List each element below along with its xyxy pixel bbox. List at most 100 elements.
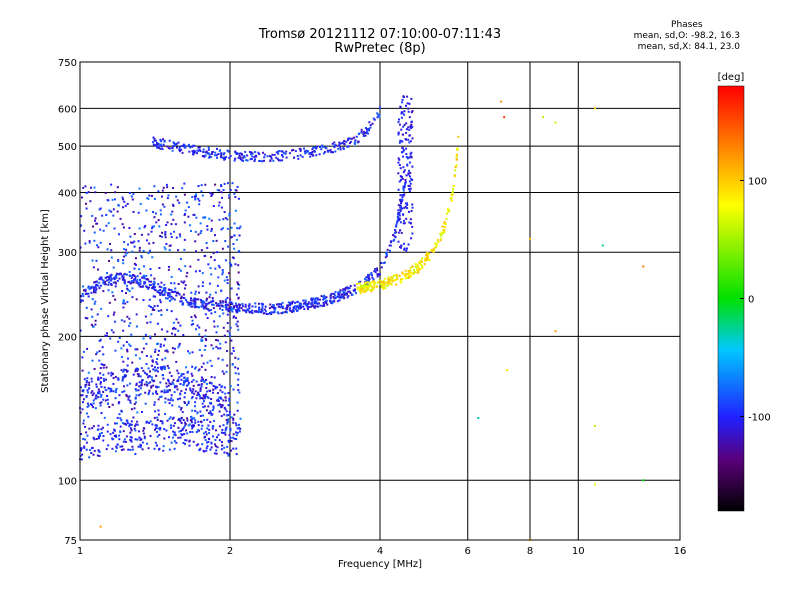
data-point xyxy=(159,381,162,384)
data-point xyxy=(129,322,132,325)
data-point xyxy=(389,278,392,281)
data-point xyxy=(371,281,374,284)
data-point xyxy=(224,408,227,411)
data-point xyxy=(189,301,192,304)
data-point xyxy=(178,293,181,296)
data-point xyxy=(118,394,121,397)
data-point xyxy=(179,235,182,238)
data-point xyxy=(123,282,126,285)
data-point xyxy=(194,366,197,369)
data-point xyxy=(163,293,166,296)
data-point xyxy=(99,366,102,369)
data-point xyxy=(258,306,261,309)
data-point xyxy=(190,380,193,383)
data-point xyxy=(121,445,124,448)
data-point xyxy=(402,166,405,169)
data-point xyxy=(329,293,332,296)
data-point xyxy=(226,422,229,425)
data-point xyxy=(114,298,117,301)
data-point xyxy=(95,280,98,283)
data-point xyxy=(205,433,208,436)
data-point xyxy=(193,303,196,306)
data-point xyxy=(237,303,240,306)
data-point xyxy=(166,308,169,311)
data-point xyxy=(380,284,383,287)
data-point xyxy=(378,113,381,116)
data-point xyxy=(173,282,176,285)
data-point xyxy=(179,417,182,420)
data-point xyxy=(109,337,112,340)
data-point xyxy=(440,234,443,237)
data-point xyxy=(218,315,221,318)
data-point xyxy=(231,308,234,311)
data-point xyxy=(218,201,221,204)
data-point xyxy=(178,344,181,347)
data-point xyxy=(398,180,401,183)
data-point xyxy=(105,332,108,335)
data-point xyxy=(155,142,158,145)
data-point xyxy=(91,394,94,397)
data-point xyxy=(122,448,125,451)
data-point xyxy=(138,284,141,287)
data-point xyxy=(364,282,367,285)
data-point xyxy=(210,413,213,416)
data-point xyxy=(145,354,148,357)
data-point xyxy=(120,409,123,412)
data-point xyxy=(147,197,150,200)
data-point xyxy=(138,357,141,360)
data-point xyxy=(155,444,158,447)
data-point xyxy=(234,372,237,375)
data-point xyxy=(414,271,417,274)
data-point xyxy=(168,147,171,150)
data-point xyxy=(139,272,142,275)
data-point xyxy=(204,302,207,305)
data-point xyxy=(240,307,243,310)
data-point xyxy=(261,309,264,312)
data-point xyxy=(201,301,204,304)
data-point xyxy=(172,416,175,419)
data-point xyxy=(216,189,219,192)
data-point xyxy=(407,110,410,113)
data-point xyxy=(366,285,369,288)
data-point xyxy=(183,381,186,384)
data-point xyxy=(554,330,557,333)
data-point xyxy=(177,329,180,332)
data-point xyxy=(389,244,392,247)
data-point xyxy=(230,303,233,306)
data-point xyxy=(349,284,352,287)
data-point xyxy=(115,282,118,285)
data-point xyxy=(95,397,98,400)
data-point xyxy=(207,156,210,159)
data-point xyxy=(105,366,108,369)
data-point xyxy=(187,303,190,306)
data-point xyxy=(102,353,105,356)
data-point xyxy=(210,309,213,312)
data-point xyxy=(214,439,217,442)
data-point xyxy=(207,405,210,408)
data-point xyxy=(260,311,263,314)
data-point xyxy=(244,150,247,153)
data-point xyxy=(220,185,223,188)
data-point xyxy=(235,424,238,427)
data-point xyxy=(213,320,216,323)
data-point xyxy=(270,157,273,160)
data-point xyxy=(365,289,368,292)
data-point xyxy=(200,420,203,423)
data-point xyxy=(105,279,108,282)
data-point xyxy=(149,337,152,340)
data-point xyxy=(91,285,94,288)
data-point xyxy=(99,525,102,528)
data-point xyxy=(177,426,180,429)
data-point xyxy=(79,411,82,414)
data-point xyxy=(292,148,295,151)
data-point xyxy=(134,424,137,427)
data-point xyxy=(237,264,240,267)
data-point xyxy=(100,278,103,281)
data-point xyxy=(212,347,215,350)
data-point xyxy=(167,384,170,387)
data-point xyxy=(226,330,229,333)
data-point xyxy=(201,402,204,405)
data-point xyxy=(442,232,445,235)
data-point xyxy=(158,292,161,295)
data-point xyxy=(203,450,206,453)
